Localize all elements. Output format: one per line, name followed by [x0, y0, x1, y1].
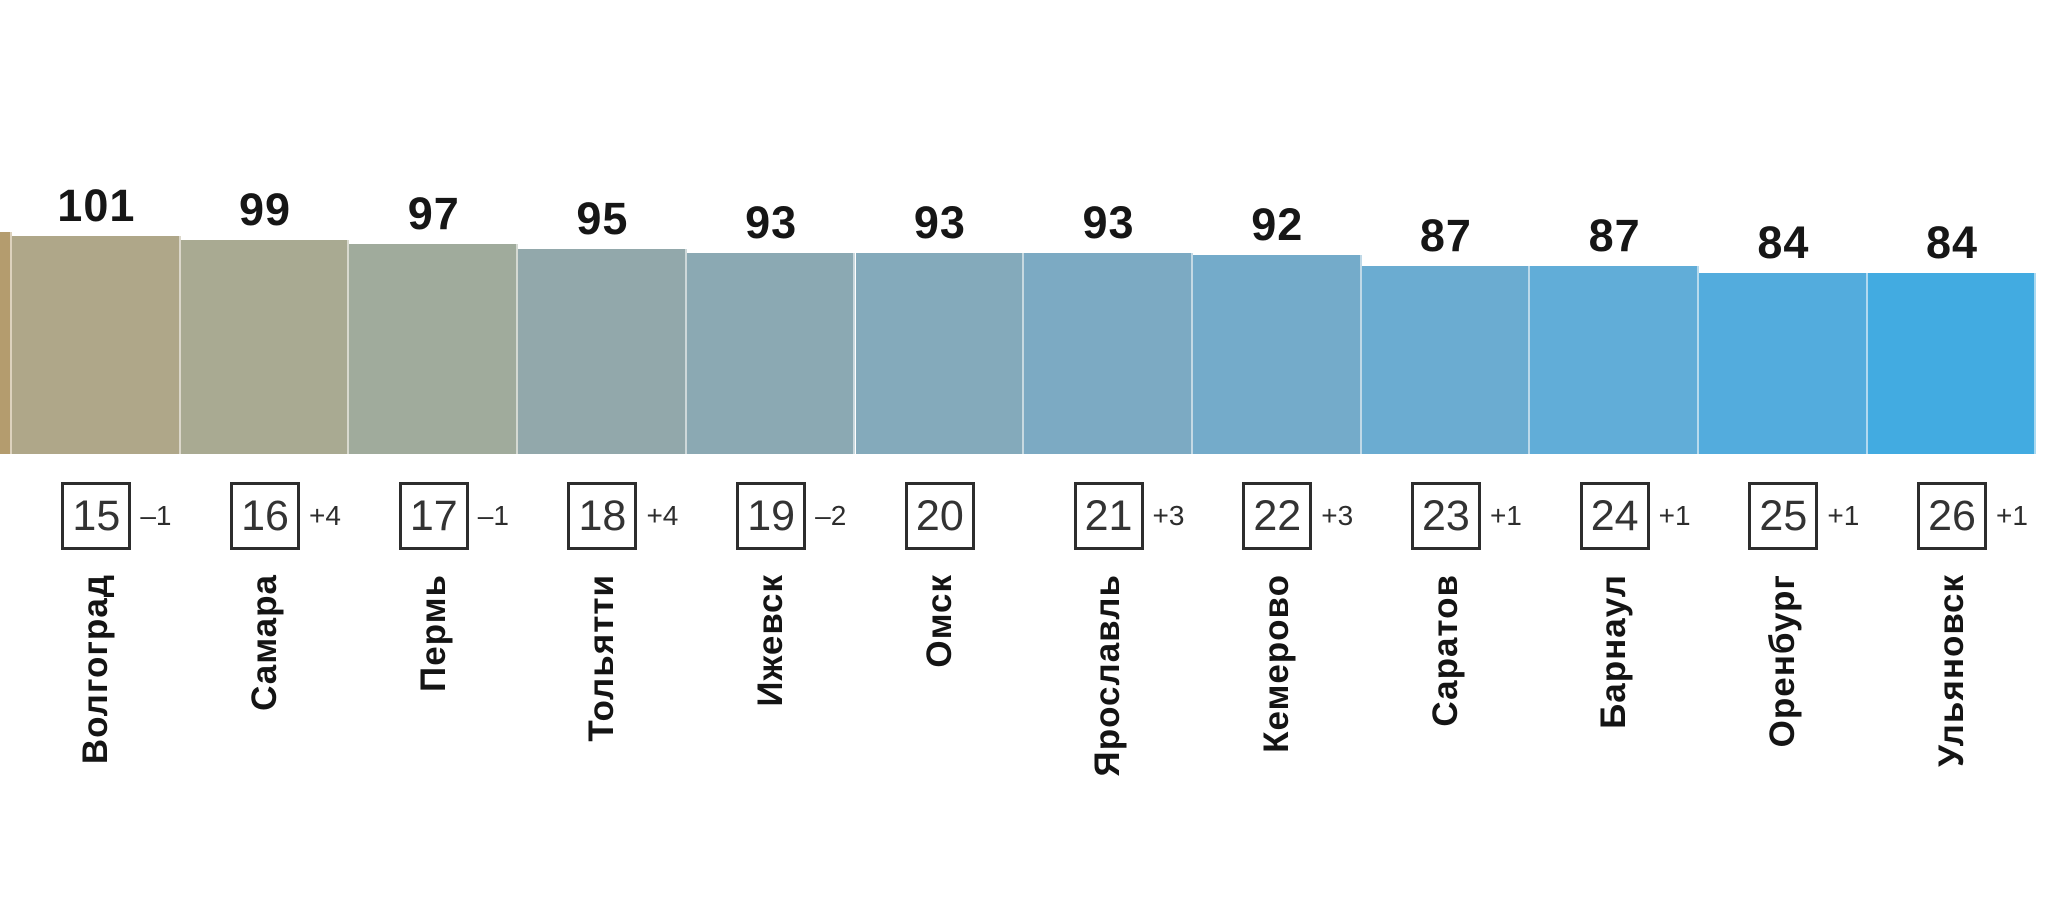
city-label-wrap: Самара — [241, 574, 289, 711]
city-label: Саратов — [1425, 574, 1465, 727]
rank-number: 26 — [1928, 491, 1976, 540]
city-label-wrap: Ярославль — [1085, 574, 1133, 776]
rank-number: 23 — [1422, 491, 1470, 540]
rank-box: 23 — [1410, 482, 1481, 550]
bar-value-label: 92 — [1251, 199, 1304, 251]
bar — [518, 248, 687, 454]
city-label: Ярославль — [1088, 574, 1128, 777]
bar — [180, 240, 350, 454]
rank-change-label: +1 — [1658, 500, 1691, 531]
city-label: Волгоград — [76, 574, 116, 765]
rank-box: 15 — [61, 482, 132, 550]
rank-number: 25 — [1759, 491, 1808, 540]
rank-box: 21 — [1073, 482, 1144, 550]
rank-number: 15 — [72, 491, 121, 540]
bar — [349, 244, 519, 454]
city-label: Барнаул — [1594, 574, 1634, 729]
bar — [686, 253, 856, 454]
rank-box: 16 — [230, 482, 301, 550]
city-label: Ульяновск — [1931, 574, 1971, 767]
rank-box: 19 — [736, 482, 807, 550]
city-label-wrap: Тольятти — [578, 574, 626, 742]
rank-number: 24 — [1590, 491, 1639, 540]
clipped-bar-left-edge — [0, 232, 12, 454]
bar-value-label: 93 — [745, 197, 798, 249]
bar-value-label: 95 — [576, 192, 629, 244]
rank-number: 16 — [241, 491, 289, 540]
bar-value-label: 93 — [1082, 197, 1135, 249]
rank-change-label: –1 — [477, 500, 509, 531]
bar-value-label: 87 — [1588, 210, 1641, 262]
city-label-wrap: Волгоград — [72, 574, 120, 764]
bar — [1024, 253, 1193, 454]
city-label-wrap: Ижевск — [747, 574, 795, 707]
rank-number: 17 — [409, 491, 458, 540]
rank-box: 26 — [1917, 482, 1988, 550]
city-label: Пермь — [413, 574, 453, 692]
bar — [1530, 266, 1699, 454]
bar-value-label: 101 — [57, 179, 136, 231]
rank-change-label: +3 — [1321, 500, 1354, 531]
bar — [1361, 266, 1531, 454]
city-label-wrap: Ульяновск — [1928, 574, 1976, 767]
city-label: Тольятти — [582, 574, 622, 742]
rank-change-label: +1 — [1996, 500, 2028, 531]
rank-change-label: +1 — [1489, 500, 1522, 531]
rank-box: 20 — [904, 482, 975, 550]
bar — [1867, 272, 2037, 454]
rank-box: 22 — [1242, 482, 1313, 550]
city-label: Самара — [244, 574, 284, 711]
bar-value-label: 84 — [1757, 216, 1810, 268]
rank-change-label: +1 — [1827, 500, 1860, 531]
bar-value-label: 97 — [407, 188, 460, 240]
city-label-wrap: Пермь — [410, 574, 458, 692]
rank-number: 21 — [1084, 491, 1133, 540]
city-label-wrap: Оренбург — [1759, 574, 1807, 747]
city-label-wrap: Кемерово — [1253, 574, 1301, 753]
city-label: Оренбург — [1763, 574, 1803, 748]
rank-box: 17 — [398, 482, 469, 550]
bar-value-label: 84 — [1926, 216, 1979, 268]
rank-box: 18 — [567, 482, 638, 550]
city-label-wrap: Барнаул — [1591, 574, 1639, 729]
city-label-wrap: Омск — [916, 574, 964, 668]
rank-change-label: –1 — [140, 500, 172, 531]
city-label: Кемерово — [1257, 574, 1296, 753]
bar — [1192, 255, 1362, 454]
bar — [1699, 272, 1868, 454]
bar-value-label: 93 — [913, 197, 966, 249]
bar-value-label: 99 — [239, 184, 292, 236]
rank-change-label: –2 — [815, 500, 847, 531]
bar — [12, 235, 181, 454]
city-label: Ижевск — [750, 574, 790, 707]
bar-value-label: 87 — [1419, 210, 1472, 262]
city-label: Омск — [919, 574, 959, 668]
rank-number: 19 — [747, 491, 796, 540]
rank-change-label: +4 — [309, 500, 341, 531]
rank-change-label: +4 — [646, 500, 679, 531]
city-label-wrap: Саратов — [1422, 574, 1470, 727]
rank-change-label: +3 — [1152, 500, 1185, 531]
rank-number: 20 — [915, 491, 964, 540]
rank-box: 24 — [1579, 482, 1650, 550]
rank-number: 22 — [1253, 491, 1302, 540]
rank-box: 25 — [1748, 482, 1819, 550]
bar — [855, 253, 1025, 454]
rank-number: 18 — [578, 491, 627, 540]
